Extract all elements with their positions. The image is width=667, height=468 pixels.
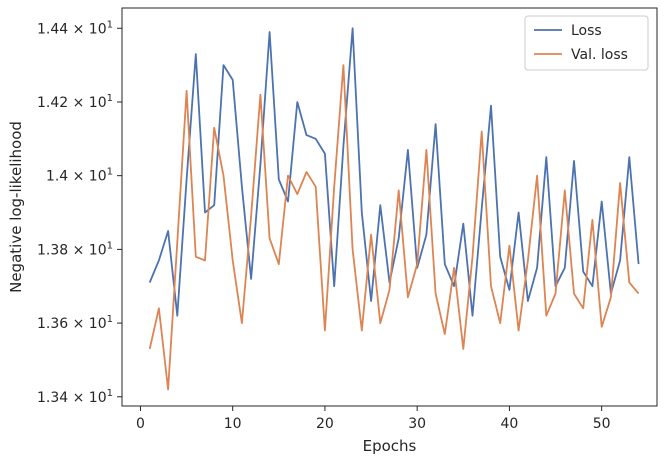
x-axis: 0 10 20 30 40 50 [136,406,611,432]
x-tick-label: 40 [500,416,518,432]
legend-label: Loss [571,23,602,39]
y-tick-label: 1.42 × 101 [37,93,113,111]
series-line-val-loss [148,64,640,391]
series-layer [148,27,640,391]
x-tick-label: 50 [593,416,611,432]
x-tick-label: 0 [136,416,145,432]
x-tick-label: 10 [224,416,242,432]
y-tick-label: 1.4 × 101 [46,167,113,185]
legend-label: Val. loss [571,47,628,63]
y-axis: 1.34 × 101 1.36 × 101 1.38 × 101 1.4 × 101 1… [37,19,122,406]
y-tick-label: 1.38 × 101 [37,240,113,258]
y-tick-label: 1.34 × 101 [37,388,113,406]
y-axis-title: Negative log-likelihood [7,121,25,293]
x-tick-label: 20 [316,416,334,432]
y-tick-label: 1.36 × 101 [37,314,113,332]
x-tick-label: 30 [408,416,426,432]
x-axis-title: Epochs [363,437,417,455]
y-tick-label: 1.44 × 101 [37,19,113,37]
legend: Loss Val. loss [524,15,649,71]
